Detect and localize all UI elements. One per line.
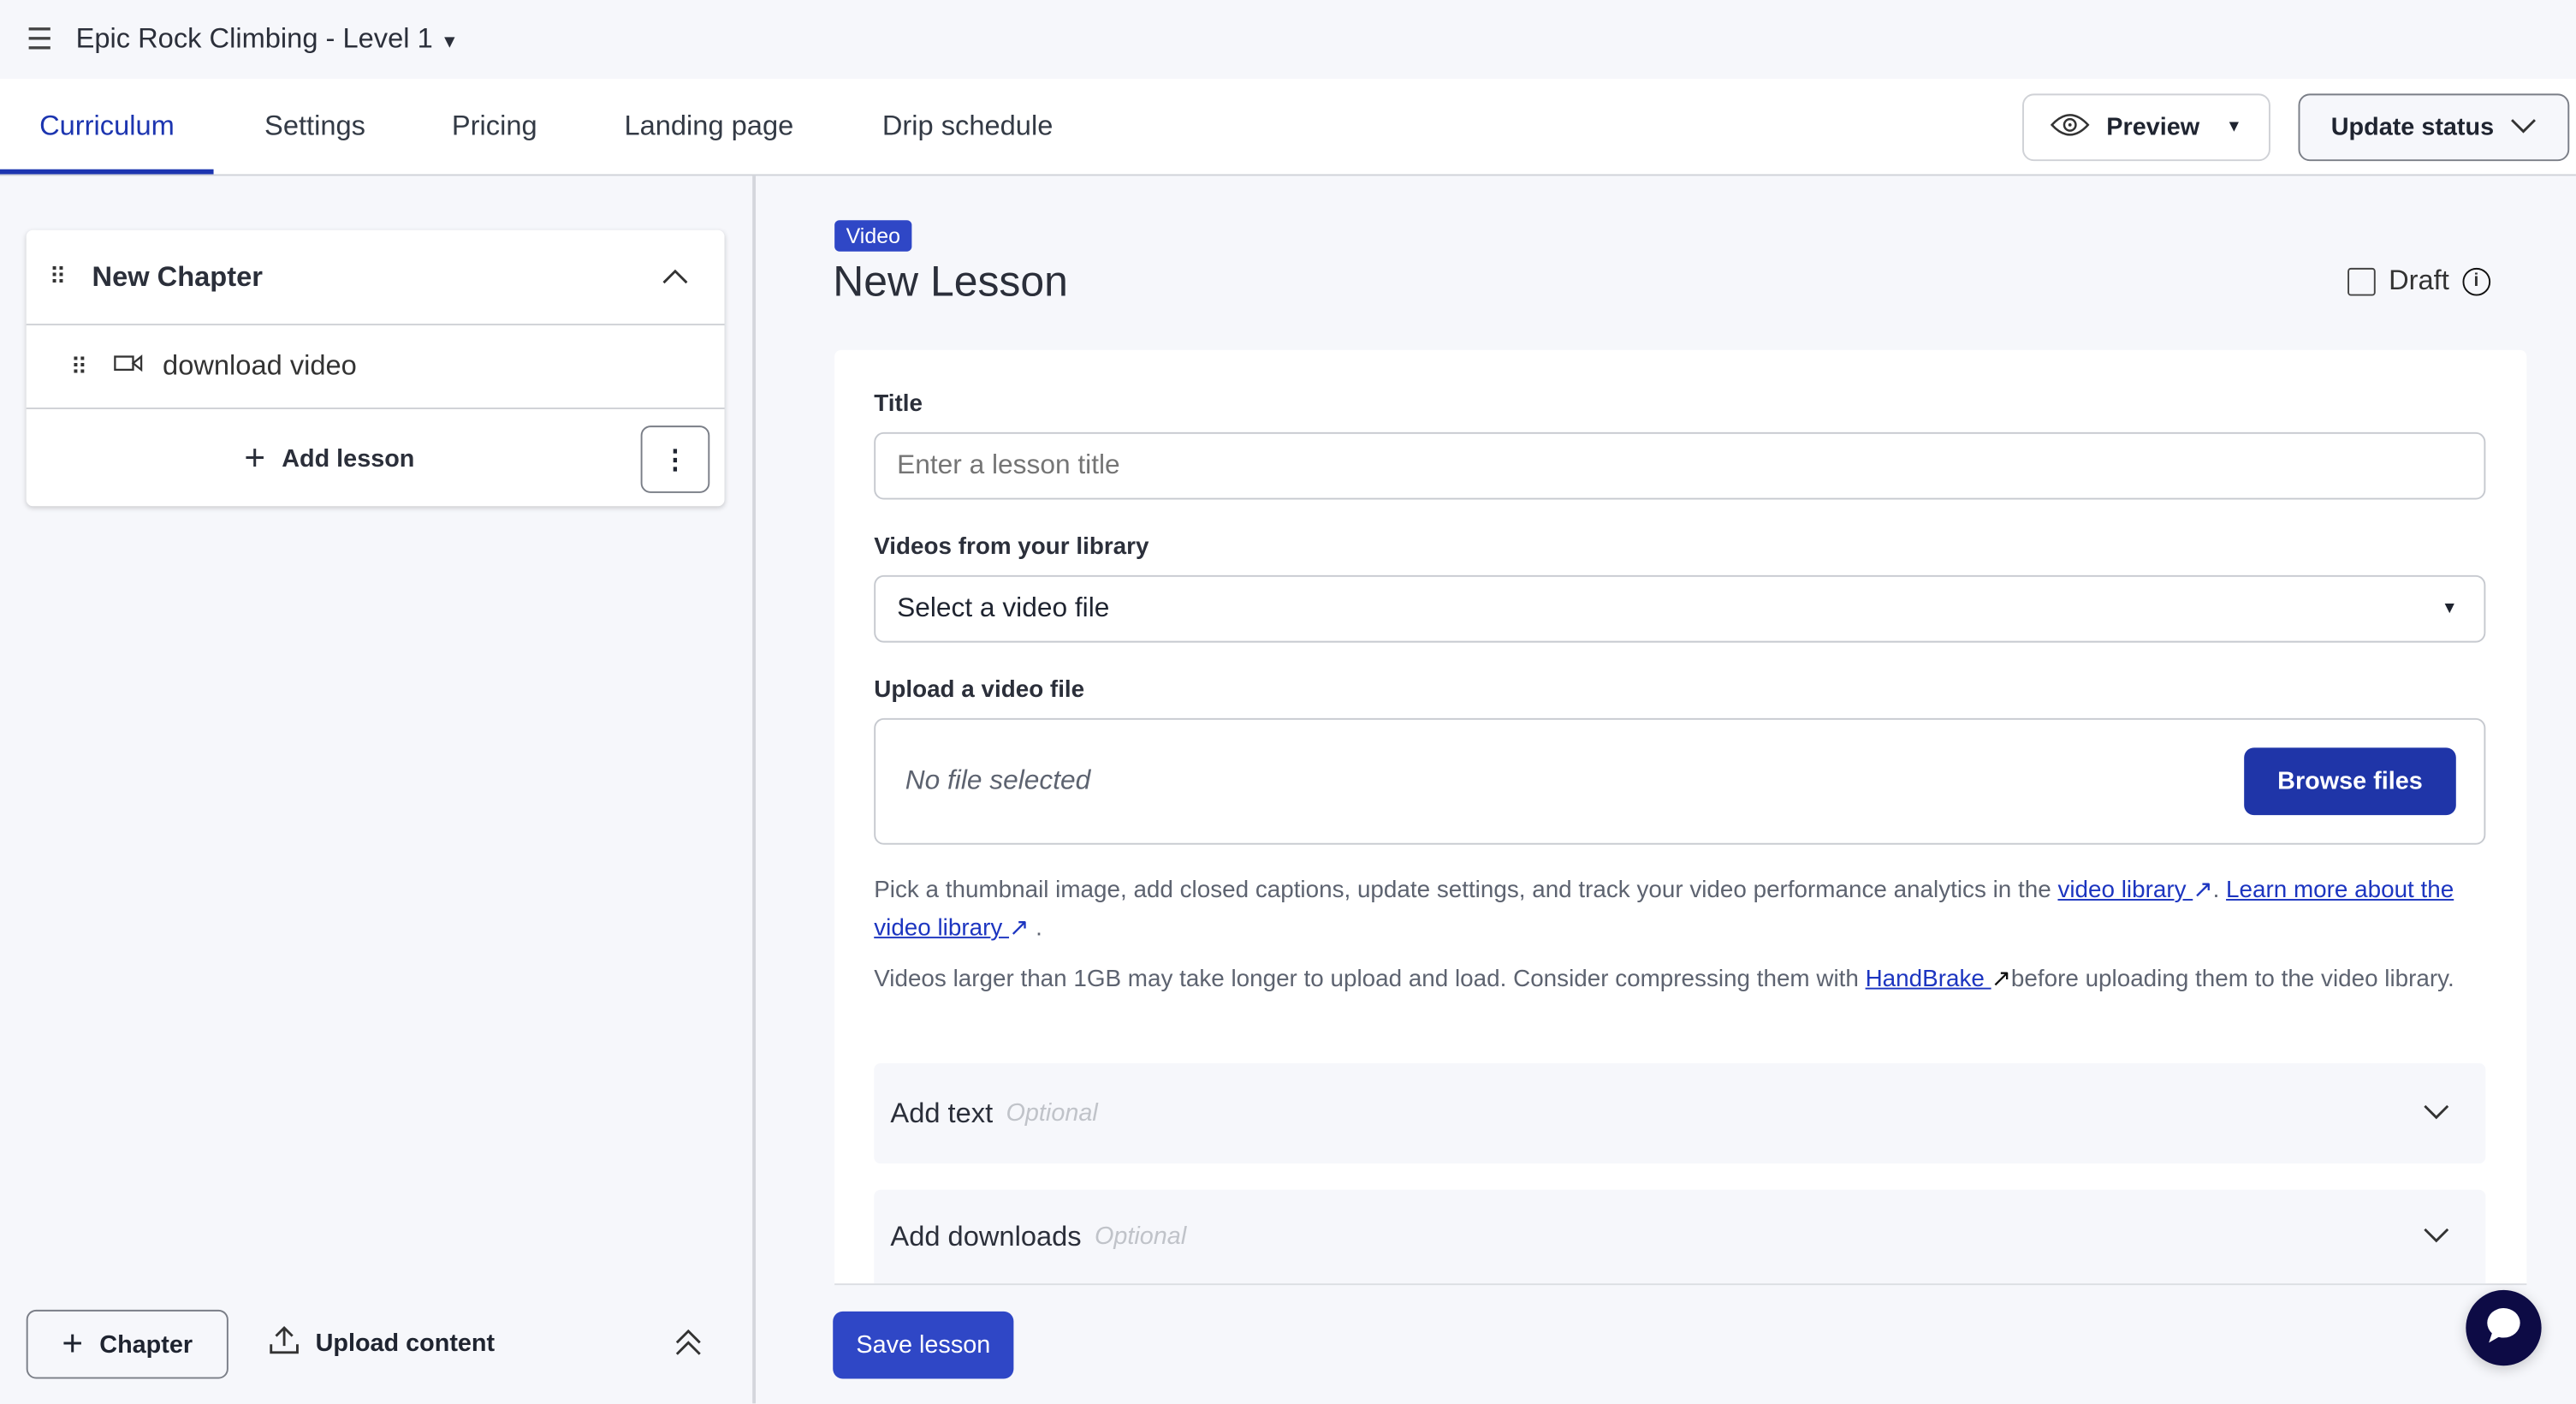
tab-settings[interactable]: Settings [264,110,365,142]
eye-icon [2051,111,2090,144]
link-text: video library [2057,878,2193,904]
title-label: Title [874,390,923,418]
lesson-title: download video [163,349,357,382]
video-library-link[interactable]: video library [2057,878,2193,904]
help-text: Videos larger than 1GB may take longer t… [874,966,1866,993]
add-text-label: Add text [890,1097,994,1128]
course-title-dropdown[interactable]: Epic Rock Climbing - Level 1 ▼ [76,23,459,56]
caret-down-icon: ▼ [2441,599,2458,618]
tab-curriculum[interactable]: Curriculum [0,79,214,175]
chapter-header[interactable]: ⠿ New Chapter [26,230,725,326]
caret-down-icon: ▼ [440,33,459,53]
upload-icon [270,1324,300,1360]
lesson-heading: New Lesson [833,256,1068,306]
info-icon[interactable]: i [2462,266,2490,295]
help-text: . [2212,878,2227,904]
add-text-accordion[interactable]: Add text Optional [874,1062,2486,1164]
tab-pricing[interactable]: Pricing [451,110,537,142]
external-link-icon: ↗ [1009,915,1030,942]
external-link-icon: ↗ [1991,966,2011,993]
lesson-item[interactable]: ⠿ download video [26,325,725,409]
help-text: before uploading them to the video libra… [2010,966,2454,993]
help-text: . [1036,915,1042,942]
add-lesson-label: Add lesson [282,444,415,473]
add-lesson-button[interactable]: + Add lesson [244,437,414,480]
more-options-button[interactable]: ⋮ [640,425,710,493]
drag-handle-icon[interactable]: ⠿ [70,352,88,379]
preview-button[interactable]: Preview ▼ [2022,93,2270,162]
tab-landing-page[interactable]: Landing page [624,110,794,142]
draft-checkbox[interactable] [2347,266,2376,295]
chat-bubble-icon [2484,1304,2523,1352]
upload-content-label: Upload content [315,1328,496,1357]
video-library-help: Pick a thumbnail image, add closed capti… [874,872,2492,948]
tab-drip-schedule[interactable]: Drip schedule [881,110,1054,142]
library-label: Videos from your library [874,533,1149,561]
upload-label: Upload a video file [874,676,1085,704]
add-downloads-label: Add downloads [890,1220,1082,1252]
video-icon [113,352,143,382]
link-text: Learn more about the video library [874,878,2454,942]
add-chapter-button[interactable]: + Chapter [26,1309,229,1379]
plus-icon: + [244,437,266,479]
optional-label: Optional [1094,1223,1187,1251]
file-upload-dropzone[interactable]: No file selected Browse files [874,717,2486,845]
chevron-down-icon [2423,1222,2449,1252]
optional-label: Optional [1006,1099,1098,1127]
tab-bar: Curriculum Settings Pricing Landing page… [0,79,2576,176]
course-title: Epic Rock Climbing - Level 1 [75,22,433,55]
lesson-title-input[interactable] [874,431,2486,500]
hamburger-menu-icon[interactable]: ☰ [26,21,53,56]
file-size-help: Videos larger than 1GB may take longer t… [874,961,2492,999]
drag-handle-icon[interactable]: ⠿ [49,263,67,289]
add-chapter-label: Chapter [99,1330,193,1359]
chat-button[interactable] [2466,1289,2542,1366]
add-downloads-accordion[interactable]: Add downloads Optional [874,1189,2486,1284]
upload-content-button[interactable]: Upload content [270,1324,495,1360]
browse-files-button[interactable]: Browse files [2244,747,2456,816]
form-bottom-divider [834,1283,2527,1286]
preview-label: Preview [2106,113,2200,142]
lesson-form: Title Videos from your library Select a … [834,349,2527,1284]
chapter-card: ⠿ New Chapter ⠿ download video + Add less… [26,229,725,507]
video-library-select[interactable]: Select a video file ▼ [874,574,2486,643]
chevron-down-icon [2423,1098,2449,1128]
plus-icon: + [62,1323,84,1365]
lesson-type-badge: Video [834,220,912,252]
sidebar-divider [752,176,756,1404]
learn-more-link[interactable]: Learn more about the video library [874,878,2454,942]
external-link-icon: ↗ [2193,878,2213,904]
caret-down-icon: ▼ [2225,118,2242,137]
no-file-text: No file selected [905,765,1091,796]
video-select-value: Select a video file [897,592,1110,623]
draft-label: Draft [2389,265,2449,296]
top-bar: ☰ Epic Rock Climbing - Level 1 ▼ [0,0,2576,79]
update-status-label: Update status [2330,113,2495,142]
handbrake-link[interactable]: HandBrake [1866,967,1991,993]
chapter-title: New Chapter [92,260,263,292]
collapse-all-icon[interactable] [675,1329,702,1364]
save-lesson-button[interactable]: Save lesson [833,1311,1014,1379]
update-status-button[interactable]: Update status [2298,93,2570,162]
link-text: HandBrake [1865,966,1991,993]
add-lesson-row: + Add lesson ⋮ [27,411,725,506]
help-text: Pick a thumbnail image, add closed capti… [874,878,2058,904]
chevron-down-icon [2510,113,2537,141]
draft-toggle: Draft i [2347,265,2490,297]
chevron-up-icon[interactable] [662,262,689,292]
